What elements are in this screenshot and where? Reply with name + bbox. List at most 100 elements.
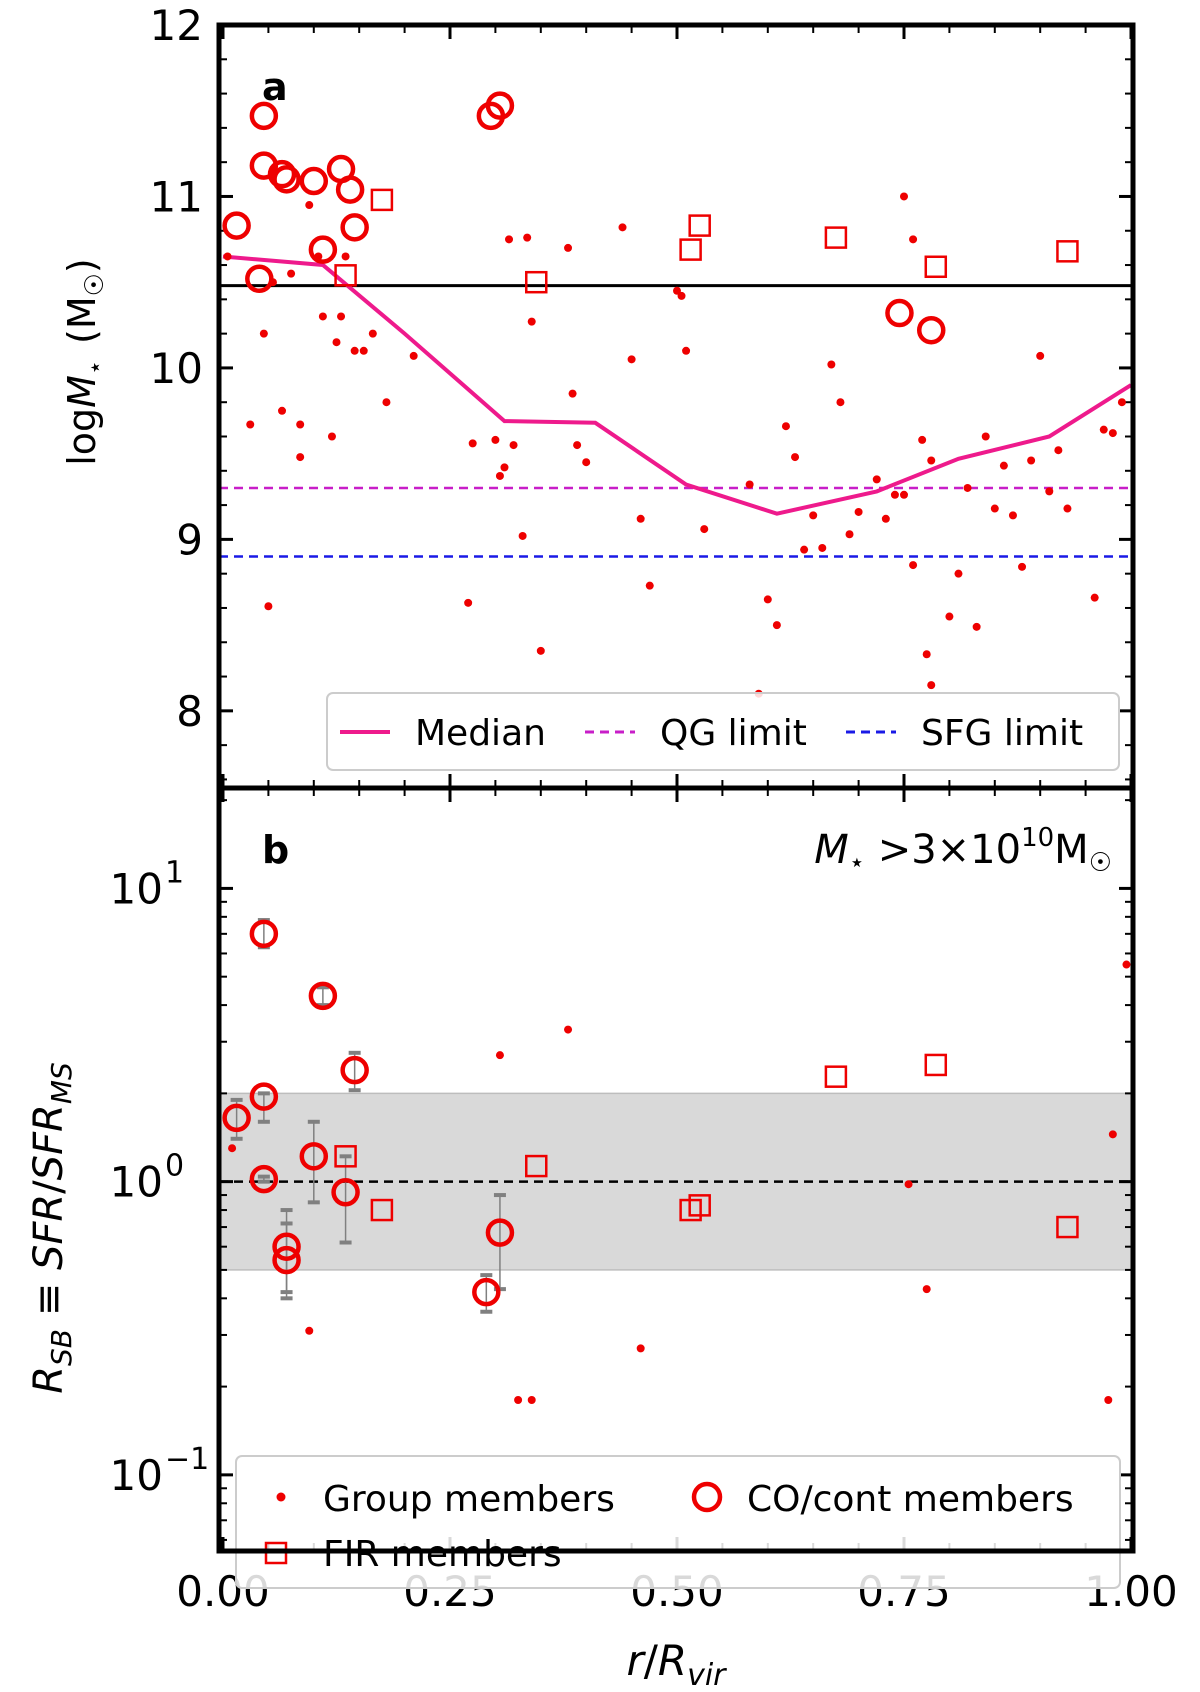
group-member-point [845,530,854,539]
group-member-point [296,453,305,462]
group-member-point [500,463,509,472]
group-member-point [1036,351,1045,360]
y-tick-label-b-exponent: 0 [165,1149,184,1184]
median-line [222,254,1133,516]
co-cont-member-point [272,1245,301,1275]
group-member-point [745,480,754,489]
co-cont-member-point [331,1178,360,1207]
group-member-point [523,233,532,242]
group-member-point [278,406,287,415]
group-member-point [368,329,377,338]
group-member-point [564,1025,573,1034]
group-member-point [618,223,627,232]
group-member-point [673,286,681,295]
group-member-point [332,338,341,347]
group-member-point [305,201,314,210]
fir-member-point [924,255,948,279]
group-member-point [791,453,800,462]
co-cont-member-point [249,919,279,949]
group-member-point [854,507,863,516]
co-cont-member-point [472,1277,501,1307]
group-member-point [881,514,890,523]
group-member-point [409,351,418,360]
group-member-point [922,650,931,659]
group-member-point [264,602,273,611]
group-member-point [318,312,327,321]
co-cont-member-point [485,1218,515,1247]
group-member-point [382,398,391,407]
group-member-point [1122,960,1131,969]
group-member-point [900,192,908,201]
legend-co-label: CO/cont members [747,1479,1074,1520]
group-member-point [527,1396,536,1405]
fir-member-point [679,238,702,261]
group-member-point [568,389,577,398]
group-member-point [904,1180,913,1189]
co-cont-member-point [249,1164,279,1194]
group-member-point [341,252,350,261]
group-member-point [1108,429,1117,438]
co-cont-member-point [249,101,279,131]
group-member-point [999,461,1008,470]
co-cont-member-point [335,175,365,204]
group-member-point [909,235,918,244]
group-member-point [1018,562,1027,571]
group-member-point [495,1051,504,1060]
group-member-point [1108,1130,1117,1139]
group-member-point [922,1285,931,1294]
group-member-point [573,441,582,450]
group-member-point [1045,487,1054,496]
co-cont-member-point [267,159,297,189]
group-member-point [981,432,990,441]
group-member-point [527,317,536,326]
co-cont-member-point [485,91,515,120]
group-member-point [536,646,545,655]
group-member-point [505,235,514,244]
panel-b-label: b [262,828,289,872]
group-member-point [836,398,845,407]
group-member-point [228,1144,237,1153]
group-member-point [700,525,709,534]
y-tick-label-a: 8 [176,687,203,736]
group-member-point [1027,456,1036,465]
group-member-point [682,346,691,355]
group-member-point [514,1396,523,1405]
fir-member-point [525,1154,548,1178]
group-member-point [763,595,772,604]
group-member-point [818,543,827,552]
legend-a-box [326,692,1120,771]
co-cont-member-point [272,1232,301,1261]
group-member-point [927,681,936,690]
group-member-point [1117,398,1126,407]
panel-a-label: a [262,65,288,109]
co-cont-member-point [885,298,914,328]
legend-group-swatch [276,1492,286,1502]
x-axis-label: r/Rvir [626,1636,727,1692]
fir-member-point [1056,1215,1079,1239]
fir-member-point [688,1194,711,1217]
y-tick-label-a: 12 [150,1,203,50]
fir-member-point [1056,240,1079,263]
group-member-point [1008,511,1017,520]
fir-member-point [370,188,394,212]
y-tick-label-b: 10 [110,1158,163,1207]
group-member-point [945,612,954,621]
y-tick-label-a: 9 [176,515,203,564]
group-member-point [1099,425,1108,434]
legend-median-label: Median [415,713,546,754]
co-cont-member-point [222,211,251,240]
fir-member-point [334,1145,357,1168]
legend-a: Median QG limit SFG limit [326,692,1120,771]
legend-group-label: Group members [323,1479,615,1520]
y-tick-label-b: 10 [110,1451,163,1500]
panel-a-frame [216,22,1136,791]
co-cont-member-point [222,1103,251,1133]
fir-member-point [824,1065,848,1088]
group-member-point [350,346,359,355]
group-member-point [800,545,809,554]
group-member-point [972,622,981,631]
group-member-point [287,269,296,278]
group-member-point [636,1344,645,1353]
group-member-point [990,504,999,513]
group-member-point [1054,446,1063,455]
